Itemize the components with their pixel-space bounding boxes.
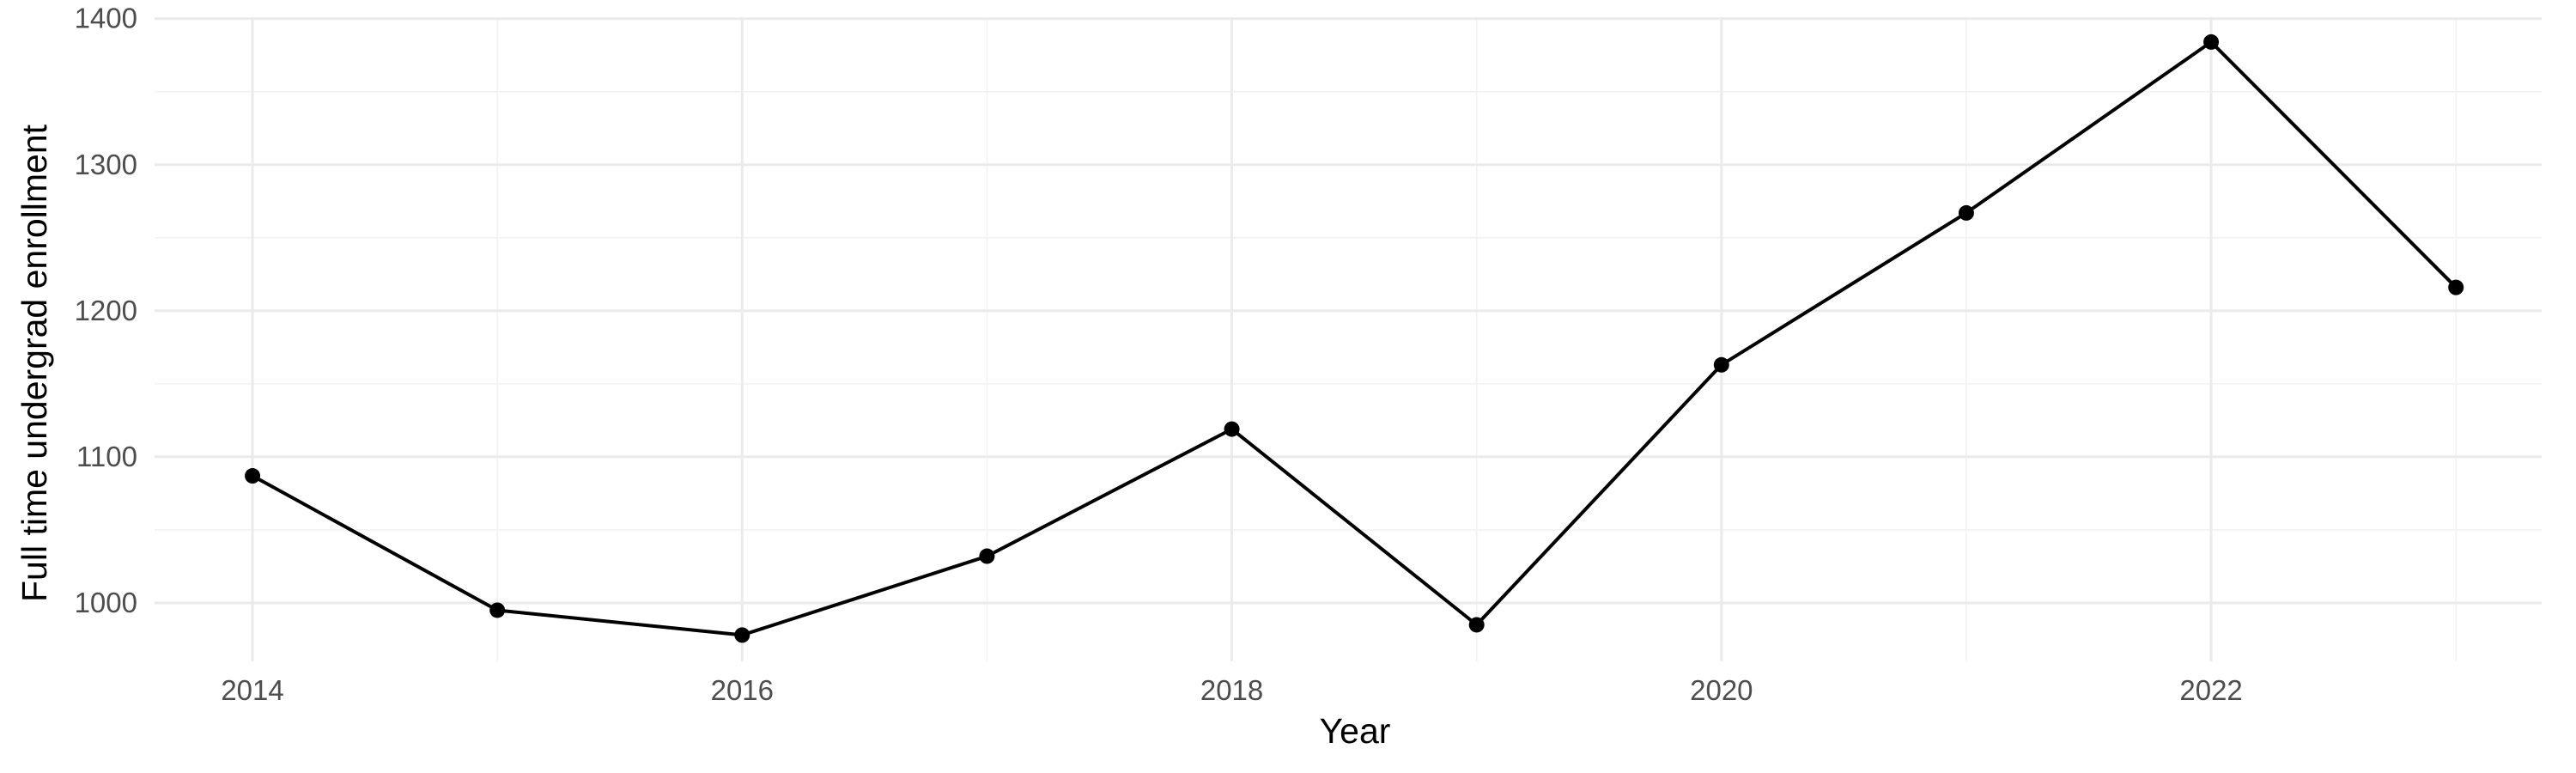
data-point-2022: [2203, 33, 2220, 50]
data-point-2021: [1958, 204, 1974, 221]
x-tick-label: 2018: [1200, 674, 1263, 706]
y-tick-label: 1400: [75, 3, 137, 34]
y-axis-title: Full time undergrad enrollment: [15, 124, 54, 602]
series-line-layer: [252, 40, 2458, 637]
y-tick-label: 1300: [75, 149, 137, 180]
x-tick-label: 2020: [1690, 674, 1753, 706]
y-tick-label: 1100: [76, 441, 137, 472]
data-point-2023: [2448, 279, 2464, 295]
x-tick-label: 2014: [221, 674, 283, 706]
data-point-2019: [1468, 617, 1485, 633]
data-point-2016: [734, 627, 750, 643]
minor-gridlines: [155, 17, 2542, 661]
data-point-2017: [979, 548, 995, 564]
x-tick-label: 2016: [711, 674, 774, 706]
x-axis-title: Year: [1320, 711, 1391, 751]
series-line: [252, 40, 2458, 637]
y-tick-labels: 1000 1100 1200 1300 1400: [75, 3, 137, 618]
data-point-2020: [1713, 356, 1729, 373]
y-tick-label: 1000: [75, 587, 137, 618]
data-points: [245, 33, 2464, 643]
x-tick-labels: 2014 2016 2018 2020 2022: [221, 674, 2242, 706]
x-tick-label: 2022: [2179, 674, 2242, 706]
y-tick-label: 1200: [75, 295, 137, 326]
data-point-2018: [1224, 421, 1240, 437]
major-gridlines: [155, 17, 2542, 661]
data-point-2015: [489, 602, 506, 618]
data-point-2014: [245, 468, 261, 484]
